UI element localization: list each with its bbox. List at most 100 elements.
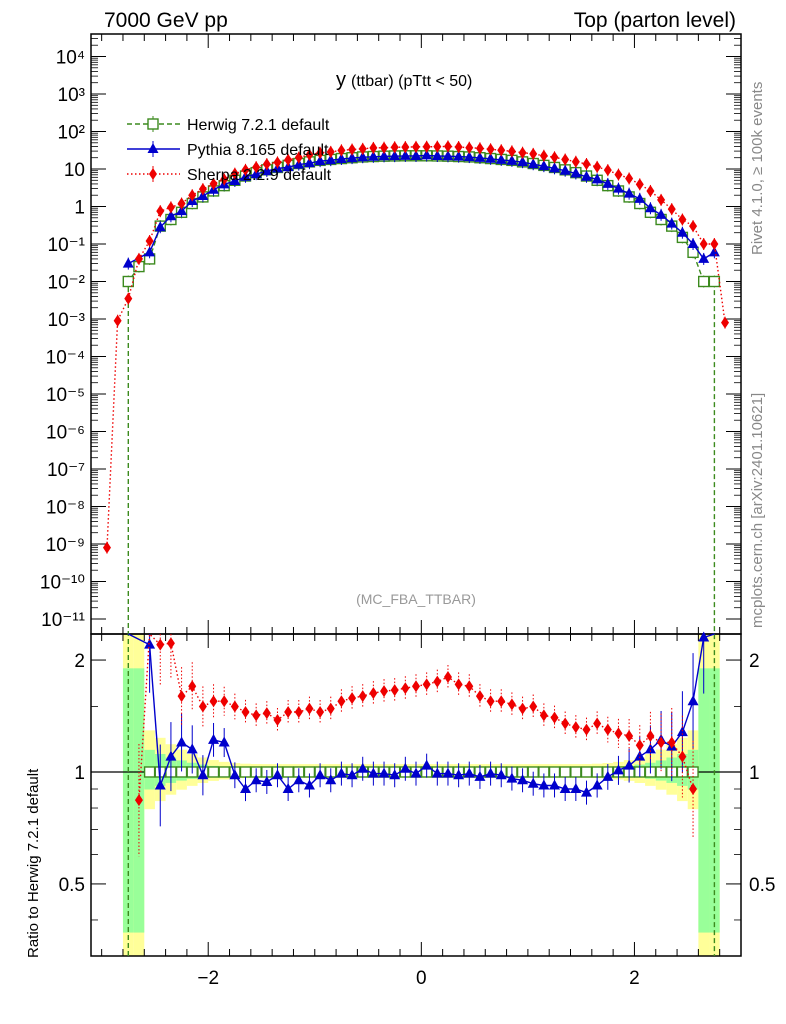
data-point [410,149,422,160]
y-tick-label: 10⁻² [48,273,86,294]
data-point [561,153,570,166]
y-tick-label: 10⁻⁴ [46,348,85,369]
data-point [166,201,175,214]
data-point [410,767,422,778]
analysis-tag: (MC_FBA_TTBAR) [356,591,476,607]
ratio-tick-label-left: 1 [74,763,85,784]
data-point [220,173,229,186]
data-point [176,736,188,747]
data-point [134,252,143,265]
data-point [346,152,358,163]
chart-title-main: y [336,69,346,91]
data-point [689,220,698,233]
data-point [708,246,720,257]
data-point [486,143,495,156]
data-point [708,275,721,288]
data-point [261,775,273,786]
data-point [570,766,582,778]
data-point [293,158,305,169]
data-point [527,158,539,169]
data-point [625,729,634,742]
data-point [518,146,527,159]
series-1 [122,149,720,827]
x-tick-label: −2 [197,968,219,989]
data-point [293,774,305,785]
header-right: Top (parton level) [574,9,736,32]
data-point [209,695,218,708]
data-point [635,178,644,191]
ratio-axis-label: Ratio to Herwig 7.2.1 default [25,768,42,958]
data-point [644,743,656,754]
data-point [348,692,357,705]
data-point [218,736,230,747]
data-point [593,160,602,173]
y-tick-label: 10⁻⁶ [46,423,85,444]
data-point [593,717,602,730]
data-point [634,192,646,203]
y-tick-label: 10⁻⁸ [46,498,85,519]
legend-label: Sherpa 2.2.9 default [187,167,332,184]
data-point [282,766,294,778]
data-point [303,779,315,790]
data-point [453,769,465,780]
data-point [699,238,708,250]
data-point [412,680,420,693]
data-point [122,257,134,268]
data-point [507,698,516,711]
data-point [710,238,719,250]
ratio-tick-label-right: 1 [749,763,760,784]
data-point [454,678,463,691]
data-point [602,177,614,188]
data-point [282,161,294,172]
mcplots-label: mcplots.cern.ch [arXiv:2401.10621] [749,393,766,628]
data-point [431,767,443,778]
data-point [485,767,497,778]
rivet-version-label: Rivet 4.1.0, ≥ 100k events [749,82,766,255]
data-point [378,150,390,161]
chart-title-rest: (ttbar) (pTtt < 50) [351,73,472,90]
data-point [165,750,177,761]
data-point [687,695,699,706]
data-point [497,695,506,708]
data-point [316,146,325,159]
header-left: 7000 GeV pp [104,9,228,32]
data-point [369,141,378,154]
series-line [127,155,716,956]
data-point [443,671,452,684]
data-point [497,144,506,157]
y-tick-label: 10⁻¹ [48,235,86,256]
data-point [230,167,239,180]
data-point [591,779,603,790]
band-1sigma [698,668,710,933]
data-point [698,275,710,288]
data-point [582,157,591,170]
data-point [305,702,314,715]
data-point [346,769,358,780]
data-point [294,705,303,718]
data-point [209,177,218,190]
data-point [326,145,335,158]
data-point [580,766,593,778]
data-point [325,774,337,785]
data-point [124,292,133,305]
ratio-tick-label-left: 0.5 [59,875,85,896]
y-tick-label: 1 [74,198,85,219]
series-0 [122,149,721,956]
data-point [495,153,507,164]
data-point [602,770,614,781]
data-point [401,682,410,695]
data-point [337,144,346,157]
series-line [106,145,726,548]
data-point [603,164,612,177]
data-point [390,141,399,154]
data-point [177,690,186,703]
data-point [147,143,159,153]
data-point [358,142,367,155]
data-point [486,695,495,708]
data-point [698,252,710,263]
data-point [549,779,561,790]
data-point [687,766,699,778]
data-point [314,769,326,780]
data-point [284,705,293,718]
